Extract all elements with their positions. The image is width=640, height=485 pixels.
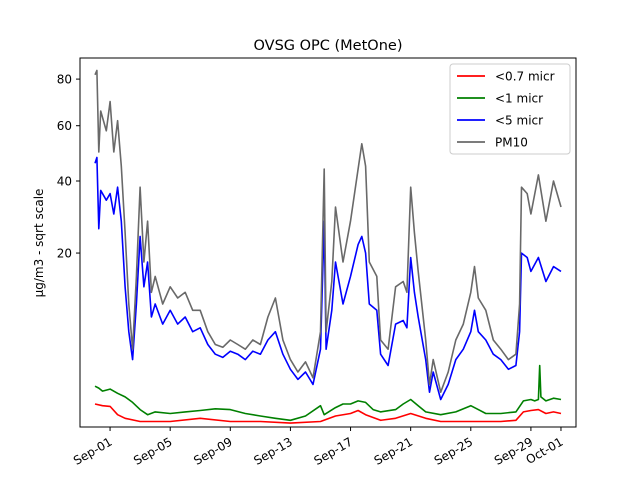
y-tick-label: 40 bbox=[57, 175, 72, 189]
legend-label: <5 micr bbox=[495, 114, 543, 128]
legend-label: <1 micr bbox=[495, 92, 543, 106]
series-line-pm10 bbox=[94, 69, 562, 394]
legend-label: PM10 bbox=[495, 136, 528, 150]
y-tick-label: 60 bbox=[57, 119, 72, 133]
y-tick-label: 20 bbox=[57, 247, 72, 261]
legend-label: <0.7 micr bbox=[495, 70, 555, 84]
series-line-0-7-micr bbox=[94, 403, 562, 424]
y-axis-ticks: 20 40 60 80 bbox=[57, 73, 80, 261]
plot-area bbox=[94, 69, 562, 424]
series-line-1-micr bbox=[94, 364, 562, 422]
y-axis-label: µg/m3 - sqrt scale bbox=[32, 189, 46, 298]
legend-box bbox=[449, 63, 571, 155]
legend: <0.7 micr <1 micr <5 micr PM10 bbox=[449, 63, 571, 155]
axes-frame bbox=[79, 57, 577, 428]
y-tick-label: 80 bbox=[57, 73, 72, 87]
chart-title: OVSG OPC (MetOne) bbox=[254, 38, 403, 54]
